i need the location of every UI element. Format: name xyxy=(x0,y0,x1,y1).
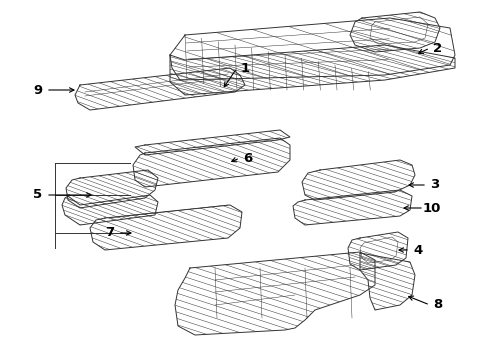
Text: 6: 6 xyxy=(243,152,252,165)
Text: 5: 5 xyxy=(33,189,42,202)
Text: 10: 10 xyxy=(422,202,440,215)
Text: 4: 4 xyxy=(412,243,422,256)
Text: 2: 2 xyxy=(432,41,442,54)
Text: 7: 7 xyxy=(105,226,114,239)
Text: 3: 3 xyxy=(429,179,439,192)
Text: 8: 8 xyxy=(432,298,442,311)
Text: 1: 1 xyxy=(240,62,249,75)
Text: 9: 9 xyxy=(33,84,42,96)
